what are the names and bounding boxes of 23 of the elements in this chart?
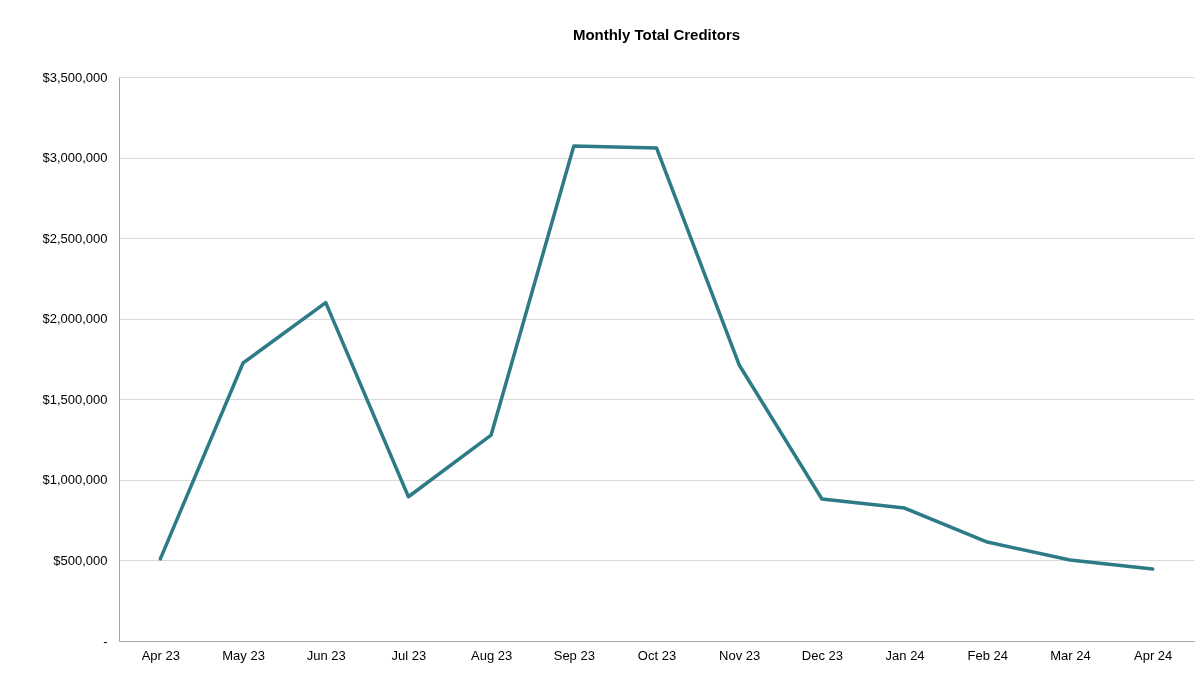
y-tick-label: $500,000: [53, 552, 108, 568]
y-tick-label: -: [103, 633, 108, 649]
y-tick-label: $1,500,000: [42, 391, 108, 407]
chart-title: Monthly Total Creditors: [572, 26, 741, 43]
x-tick-label: Jul 23: [391, 647, 427, 663]
x-tick-label: Feb 24: [967, 647, 1009, 663]
y-tick-label: $3,500,000: [42, 69, 108, 85]
x-tick-label: Sep 23: [553, 647, 595, 663]
x-tick-label: Jan 24: [885, 647, 925, 663]
x-tick-label: Oct 23: [637, 647, 677, 663]
y-tick-label: $2,000,000: [42, 311, 108, 327]
x-tick-label: May 23: [222, 647, 265, 663]
y-tick-label: $1,000,000: [42, 472, 108, 488]
y-tick-label: $2,500,000: [42, 230, 108, 246]
x-tick-label: Nov 23: [719, 647, 761, 663]
line-series: [158, 144, 1155, 571]
x-tick-label: Apr 24: [1134, 647, 1173, 663]
x-tick-label: Mar 24: [1050, 647, 1091, 663]
y-tick-label: $3,000,000: [42, 150, 108, 166]
x-tick-label: Aug 23: [471, 647, 513, 663]
x-tick-label: Dec 23: [801, 647, 843, 663]
x-tick-label: Jun 23: [306, 647, 346, 663]
x-tick-label: Apr 23: [141, 647, 180, 663]
